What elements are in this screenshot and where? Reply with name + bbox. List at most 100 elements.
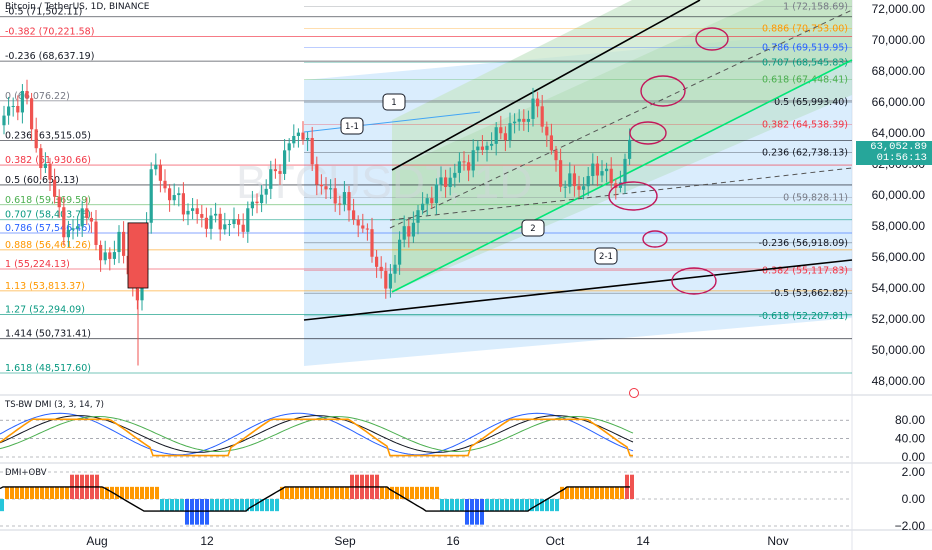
price-axis-label: 54,000.00 [872,281,926,295]
callout-label: 1-1 [345,122,359,132]
candle-body [76,226,80,229]
candle-body [250,201,254,209]
price-axis-label: 66,000.00 [872,95,926,109]
dmi-bar [630,474,634,499]
candle-body [490,143,494,146]
dmi-bar [510,499,514,512]
candle-body [218,213,222,230]
fib-label: 1.13 (53,813.37) [5,281,85,292]
candle-body [342,192,346,205]
dmi-bar [65,486,69,499]
dmi-bar [455,499,459,512]
candle-body [480,146,484,150]
dmi-bar [585,486,589,499]
fib-label: 1.27 (52,294.09) [5,304,85,315]
price-axis-label: 52,000.00 [872,312,926,326]
candle-body [195,208,199,215]
fib-label: 1 (55,224.13) [5,259,70,270]
candle-body [333,188,337,204]
dmi-bar [435,486,439,499]
dmi-bar [280,486,284,499]
countdown-value: 01:56:13 [876,152,927,164]
candle-body [319,184,323,187]
candle-body [117,231,121,253]
candle-body [462,161,466,163]
fib-label: 0.618 (67,448.41) [762,75,848,86]
dmi-bar [20,486,24,499]
dmi-bar [130,486,134,499]
dmi-bar [545,499,549,512]
stoch-axis-label: 80.00 [895,413,925,427]
dmi-bar [40,486,44,499]
candle-body [375,256,379,267]
dmi-bar [255,499,259,512]
candle-body [315,164,319,185]
candle-body [384,270,388,289]
target-ellipse [671,267,717,295]
dmi-bar [0,499,4,512]
fib-label: 0.707 (58,403.76) [5,210,91,221]
dmi-bar [480,499,484,525]
candle-body [430,198,434,204]
symbol-header: Bitcoin / TetherUS, 1D, BINANCE [5,2,149,12]
candle-body [191,208,195,211]
candle-body [273,169,277,172]
candle-body [158,164,162,181]
dmi-bar [15,486,19,499]
fib-label: 0.786 (69,519.95) [762,42,848,53]
candle-body [434,184,438,204]
dmi-bar [340,486,344,499]
symbol-title[interactable]: Bitcoin / TetherUS, 1D, BINANCE [5,2,150,12]
channel-fill [392,0,852,292]
dmi-bar [315,486,319,499]
dmi-bar [295,486,299,499]
fib-label: -0.5 (53,662.82) [771,288,848,299]
dmi-bar [190,499,194,525]
dmi-bar [420,486,424,499]
candle-body [379,266,383,271]
time-axis-label: Sep [334,534,356,548]
dmi-bar [215,499,219,512]
dmi-bar [320,486,324,499]
dmi-bar [275,499,279,512]
dmi-bar [605,486,609,499]
dmi-bar [135,486,139,499]
dmi-bar [10,486,14,499]
candle-body [398,239,402,265]
candle-body [526,118,530,122]
dmi-bar [500,499,504,512]
dmi-bar [445,499,449,512]
candle-body [20,90,24,113]
candle-body [623,158,627,183]
last-price-tag: 63,052.89 01:56:13 [856,141,932,165]
dmi-bar [415,486,419,499]
candle-body [444,177,448,187]
dmi-bar [30,486,34,499]
candle-body [237,219,241,225]
price-axis-label: 64,000.00 [872,126,926,140]
fib-label: 0 (66,076.22) [5,91,70,102]
dmi-axis-label: 2.00 [902,465,926,479]
dmi-bar [540,499,544,512]
fib-label: 1.414 (50,731.41) [5,329,91,340]
price-axis-label: 68,000.00 [872,64,926,78]
dmi-bar [300,486,304,499]
time-axis-label: Oct [546,534,565,548]
candle-body [66,229,70,238]
candle-body [370,229,374,257]
dmi-bar [520,499,524,512]
dmi-bar [390,486,394,499]
target-ellipse [629,121,667,145]
stoch-line-orange [0,418,633,457]
candle-body [57,196,61,208]
blue-line [303,111,481,133]
fib-label: -0.236 (56,918.09) [759,238,848,249]
price-axis-label: 56,000.00 [872,250,926,264]
dmi-bar [270,499,274,512]
price-axis-label: 50,000.00 [872,343,926,357]
candle-body [135,287,139,301]
candle-body [89,217,93,222]
dmi-bar [285,486,289,499]
